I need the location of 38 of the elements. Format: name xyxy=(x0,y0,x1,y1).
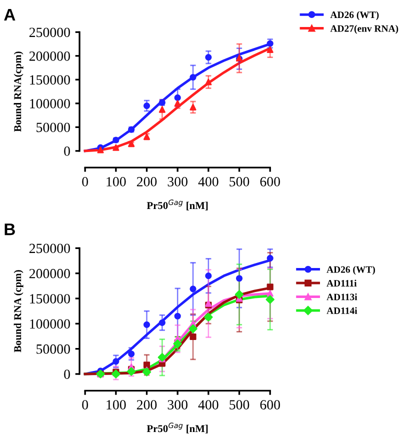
legend-label: AD27(env RNA) xyxy=(330,24,398,34)
y-tick-label: 250000 xyxy=(29,28,70,38)
x-tick-label: 200 xyxy=(136,400,157,410)
y-tick-label: 0 xyxy=(64,370,70,379)
x-tick-label: 0 xyxy=(82,177,88,186)
y-axis-title: Bound RNA(cpm) xyxy=(14,52,24,132)
x-tick-label: 0 xyxy=(82,400,88,410)
legend-label: AD26 (WT) xyxy=(330,11,379,20)
y-tick-label: 150000 xyxy=(30,294,70,304)
x-tick-label: 600 xyxy=(260,400,280,410)
x-tick-label: 300 xyxy=(168,177,188,186)
x-axis-title: Pr50$^{Gag}$ [nM] xyxy=(146,200,208,210)
x-tick-label: 300 xyxy=(168,400,188,410)
y-tick-label: 50000 xyxy=(36,122,70,132)
x-tick-label: 500 xyxy=(230,400,250,410)
chart-title: A xyxy=(4,8,16,20)
y-tick-label: 250000 xyxy=(29,244,70,254)
x-axis-title: Pr50$^{Gag}$ [nM] xyxy=(146,422,208,434)
legend-label: AD113i xyxy=(326,293,358,300)
chart-title: B xyxy=(4,224,15,236)
y-tick-label: 100000 xyxy=(30,98,70,108)
x-tick-label: 500 xyxy=(230,177,250,186)
y-tick-label: 100000 xyxy=(30,319,70,329)
x-tick-label: 100 xyxy=(106,400,126,410)
legend-label: AD111i xyxy=(326,280,357,286)
y-tick-label: 200000 xyxy=(29,268,70,278)
y-tick-label: 150000 xyxy=(30,75,70,85)
y-tick-label: 200000 xyxy=(29,51,70,61)
x-tick-label: 400 xyxy=(198,177,218,186)
y-tick-label: 50000 xyxy=(36,344,70,354)
x-tick-label: 200 xyxy=(136,177,157,186)
x-tick-label: 100 xyxy=(106,177,126,186)
x-tick-label: 600 xyxy=(260,177,280,186)
legend-label: AD114i xyxy=(326,307,358,314)
legend-label: AD26 (WT) xyxy=(326,266,375,275)
y-axis-title: Bound RNA (cpm) xyxy=(14,270,24,352)
x-tick-label: 400 xyxy=(198,400,218,410)
y-tick-label: 0 xyxy=(64,146,70,156)
